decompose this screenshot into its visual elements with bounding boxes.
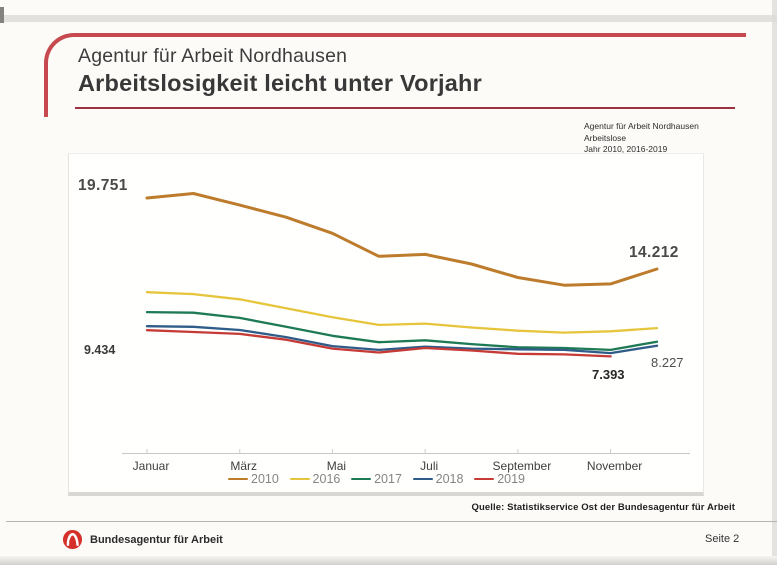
data-label-2018-dezember: 8.227 xyxy=(651,355,684,370)
x-axis-label-januar: Januar xyxy=(132,459,170,473)
scan-edge-top xyxy=(0,15,777,22)
legend-label-2016: 2016 xyxy=(312,472,341,486)
legend-item-2016: 2016 xyxy=(289,472,341,486)
legend-swatch-2016 xyxy=(289,477,310,481)
legend-item-2017: 2017 xyxy=(351,472,402,486)
scan-edge-notch xyxy=(0,7,4,23)
source-note: Quelle: Statistikservice Ost der Bundesa… xyxy=(471,502,735,513)
legend-swatch-2017 xyxy=(351,477,372,481)
chart-legend: 2010 2016 2017 2018 2019 xyxy=(228,472,525,486)
data-label-2010-dezember: 14.212 xyxy=(629,244,679,261)
chart-note-line3: Jahr 2010, 2016-2019 xyxy=(584,144,668,154)
data-label-2019-januar: 9.434 xyxy=(84,343,116,357)
x-axis-label-märz: März xyxy=(230,459,258,473)
chart-note-line1: Agentur für Arbeit Nordhausen xyxy=(584,121,699,131)
legend-item-2018: 2018 xyxy=(412,472,464,486)
x-axis-label-mai: Mai xyxy=(326,459,347,473)
scan-edge-right xyxy=(772,0,777,565)
header-accent-curve xyxy=(44,33,746,117)
legend-swatch-2019 xyxy=(474,477,495,481)
data-label-2019-november: 7.393 xyxy=(592,367,625,382)
legend-label-2017: 2017 xyxy=(374,472,402,486)
header-underline xyxy=(75,107,735,109)
data-label-2010-januar: 19.751 xyxy=(78,177,128,194)
header: Agentur für Arbeit Nordhausen Arbeitslos… xyxy=(78,45,482,98)
chart-note: Agentur für Arbeit Nordhausen Arbeitslos… xyxy=(584,121,699,156)
chart-area xyxy=(68,153,704,496)
chart-note-line2: Arbeitslose xyxy=(584,132,627,143)
x-axis-label-september: September xyxy=(492,459,552,473)
ba-logo-icon xyxy=(62,529,83,550)
footer-org-name: Bundesagentur für Arbeit xyxy=(90,534,223,546)
legend-item-2019: 2019 xyxy=(474,472,525,486)
footer-divider xyxy=(6,521,777,522)
legend-swatch-2010 xyxy=(228,477,248,481)
scan-edge-bottom xyxy=(0,556,777,565)
legend-label-2019: 2019 xyxy=(497,472,525,486)
legend-item-2010: 2010 xyxy=(228,472,279,486)
legend-swatch-2018 xyxy=(412,477,433,481)
x-axis-label-november: November xyxy=(586,459,643,473)
legend-label-2010: 2010 xyxy=(251,472,279,486)
page-number: Seite 2 xyxy=(705,533,740,545)
x-axis-label-juli: Juli xyxy=(420,459,439,473)
header-agency-line: Agentur für Arbeit Nordhausen xyxy=(78,45,348,67)
page-title: Arbeitslosigkeit leicht unter Vorjahr xyxy=(78,70,482,96)
legend-label-2018: 2018 xyxy=(435,472,464,486)
